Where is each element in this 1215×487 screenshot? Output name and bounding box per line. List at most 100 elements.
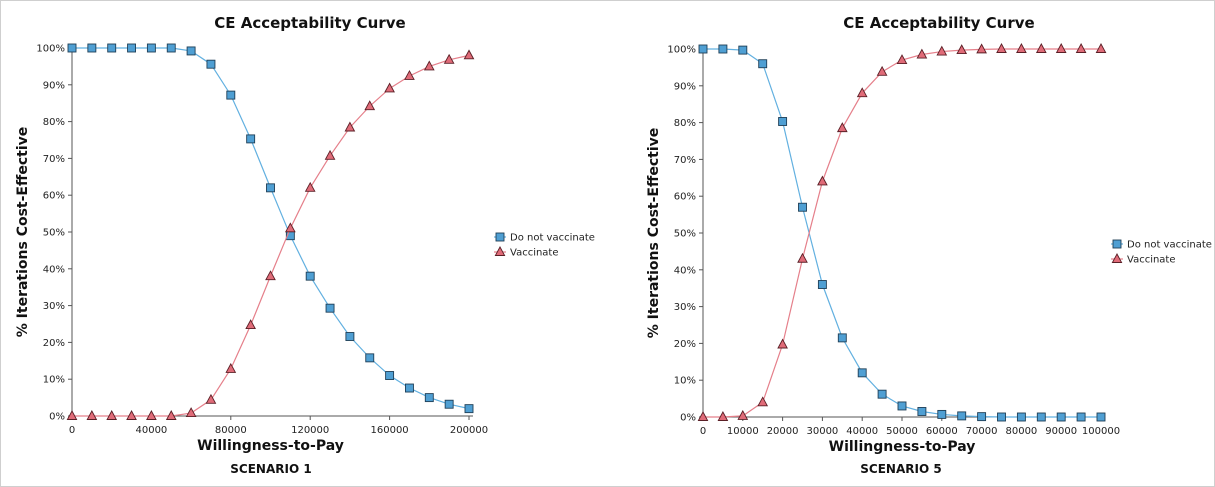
data-point-triangle: [225, 362, 237, 373]
data-point-triangle: [304, 181, 316, 192]
data-point-square: [1016, 412, 1026, 422]
data-point-square: [226, 90, 236, 100]
data-point-square: [444, 399, 454, 409]
data-point-square: [385, 371, 395, 380]
data-point-triangle: [896, 54, 908, 64]
data-point-triangle: [404, 70, 415, 80]
y-tick-label: 10%: [674, 376, 696, 387]
data-point-square: [837, 333, 847, 343]
data-point-triangle: [423, 60, 435, 71]
data-point-square: [877, 389, 887, 399]
y-tick-label: 30%: [674, 302, 696, 313]
data-point-triangle: [443, 53, 455, 64]
data-point-triangle: [836, 122, 848, 133]
x-tick-label: 10000: [727, 426, 759, 437]
data-point-triangle: [364, 100, 376, 111]
data-point-square: [127, 43, 137, 53]
chart-panel-scenario-5: CE Acceptability Curve 0% 10% 20% 30% 40% 50% 6…: [607, 0, 1215, 487]
y-tick-label: 80%: [674, 118, 696, 129]
data-point-square: [897, 401, 907, 411]
data-point-triangle: [463, 49, 475, 60]
x-axis-label: Willingness-to-Pay: [829, 439, 976, 455]
x-tick-label: 40000: [846, 426, 878, 437]
data-point-square: [698, 44, 708, 54]
data-point-square: [857, 368, 867, 378]
data-point-triangle: [856, 87, 868, 98]
y-tick-label: 80%: [43, 117, 65, 128]
data-point-triangle: [344, 121, 356, 132]
data-point-triangle: [817, 175, 828, 186]
y-tick-label: 70%: [674, 155, 696, 166]
y-tick-label: 10%: [43, 375, 65, 386]
series-line: [703, 48, 1101, 418]
series-line: [72, 47, 470, 410]
data-point-triangle: [1055, 43, 1067, 53]
data-point-triangle: [245, 319, 257, 330]
y-tick-label: 60%: [674, 192, 696, 203]
data-point-square: [365, 353, 375, 363]
y-tick-label: 100%: [36, 44, 65, 55]
chart-panel-scenario-1: CE Acceptability Curve 0% 10% 20% 30% 40% 50% 6…: [0, 0, 607, 487]
data-point-square: [464, 404, 474, 414]
scenario-label: SCENARIO 1: [230, 462, 312, 476]
data-point-triangle: [757, 396, 769, 407]
legend-label: Vaccinate: [510, 248, 559, 259]
y-tick-label: 100%: [667, 45, 696, 56]
data-point-triangle: [66, 410, 78, 420]
y-axis-label: % Iterations Cost-Effective: [15, 127, 31, 337]
series-line: [72, 54, 470, 417]
x-tick-label: 100000: [1082, 426, 1120, 437]
x-tick-label: 200000: [450, 425, 488, 436]
x-tick-label: 160000: [371, 425, 409, 436]
data-point-square: [206, 59, 216, 69]
legend-marker-square: [495, 232, 505, 242]
data-point-triangle: [737, 409, 749, 420]
data-point-square: [146, 43, 156, 53]
y-tick-label: 40%: [674, 265, 696, 276]
data-point-square: [917, 407, 927, 416]
data-point-triangle: [384, 82, 395, 93]
y-axis-label: % Iterations Cost-Effective: [646, 128, 662, 338]
data-point-triangle: [956, 44, 968, 55]
data-point-triangle: [86, 410, 98, 420]
data-point-square: [1036, 412, 1046, 422]
data-point-square: [87, 43, 97, 53]
data-point-triangle: [1016, 43, 1027, 53]
x-tick-label: 40000: [135, 425, 167, 436]
chart-title: CE Acceptability Curve: [214, 14, 405, 32]
y-tick-label: 50%: [43, 228, 65, 239]
data-point-square: [405, 383, 414, 393]
data-point-square: [778, 117, 788, 126]
legend-marker-square: [1112, 239, 1122, 249]
data-point-triangle: [284, 222, 296, 233]
legend-marker-triangle: [494, 246, 506, 256]
data-point-square: [186, 46, 196, 56]
data-point-square: [1076, 412, 1086, 422]
x-tick-label: 80000: [215, 425, 247, 436]
data-point-square: [997, 412, 1006, 422]
data-point-square: [937, 409, 947, 419]
data-point-square: [718, 44, 728, 54]
data-point-square: [424, 393, 434, 403]
x-tick-label: 90000: [1045, 426, 1077, 437]
y-tick-label: 30%: [43, 301, 65, 312]
y-tick-label: 40%: [43, 264, 65, 275]
data-point-triangle: [976, 43, 987, 54]
series-vaccinate: [697, 43, 1107, 421]
x-tick-label: 50000: [886, 426, 918, 437]
data-point-triangle: [205, 393, 217, 404]
data-point-triangle: [324, 149, 336, 160]
data-point-triangle: [916, 48, 928, 59]
x-tick-label: 60000: [926, 426, 958, 437]
legend-marker-triangle: [1111, 253, 1123, 263]
data-point-square: [798, 202, 807, 212]
data-point-triangle: [146, 410, 157, 420]
x-tick-label: 30000: [806, 426, 838, 437]
data-point-triangle: [797, 252, 808, 263]
y-tick-label: 90%: [674, 81, 696, 92]
data-point-triangle: [777, 338, 788, 349]
data-point-square: [166, 43, 176, 53]
x-tick-label: 20000: [767, 426, 799, 437]
x-tick-label: 70000: [966, 426, 998, 437]
chart-title: CE Acceptability Curve: [843, 14, 1034, 32]
